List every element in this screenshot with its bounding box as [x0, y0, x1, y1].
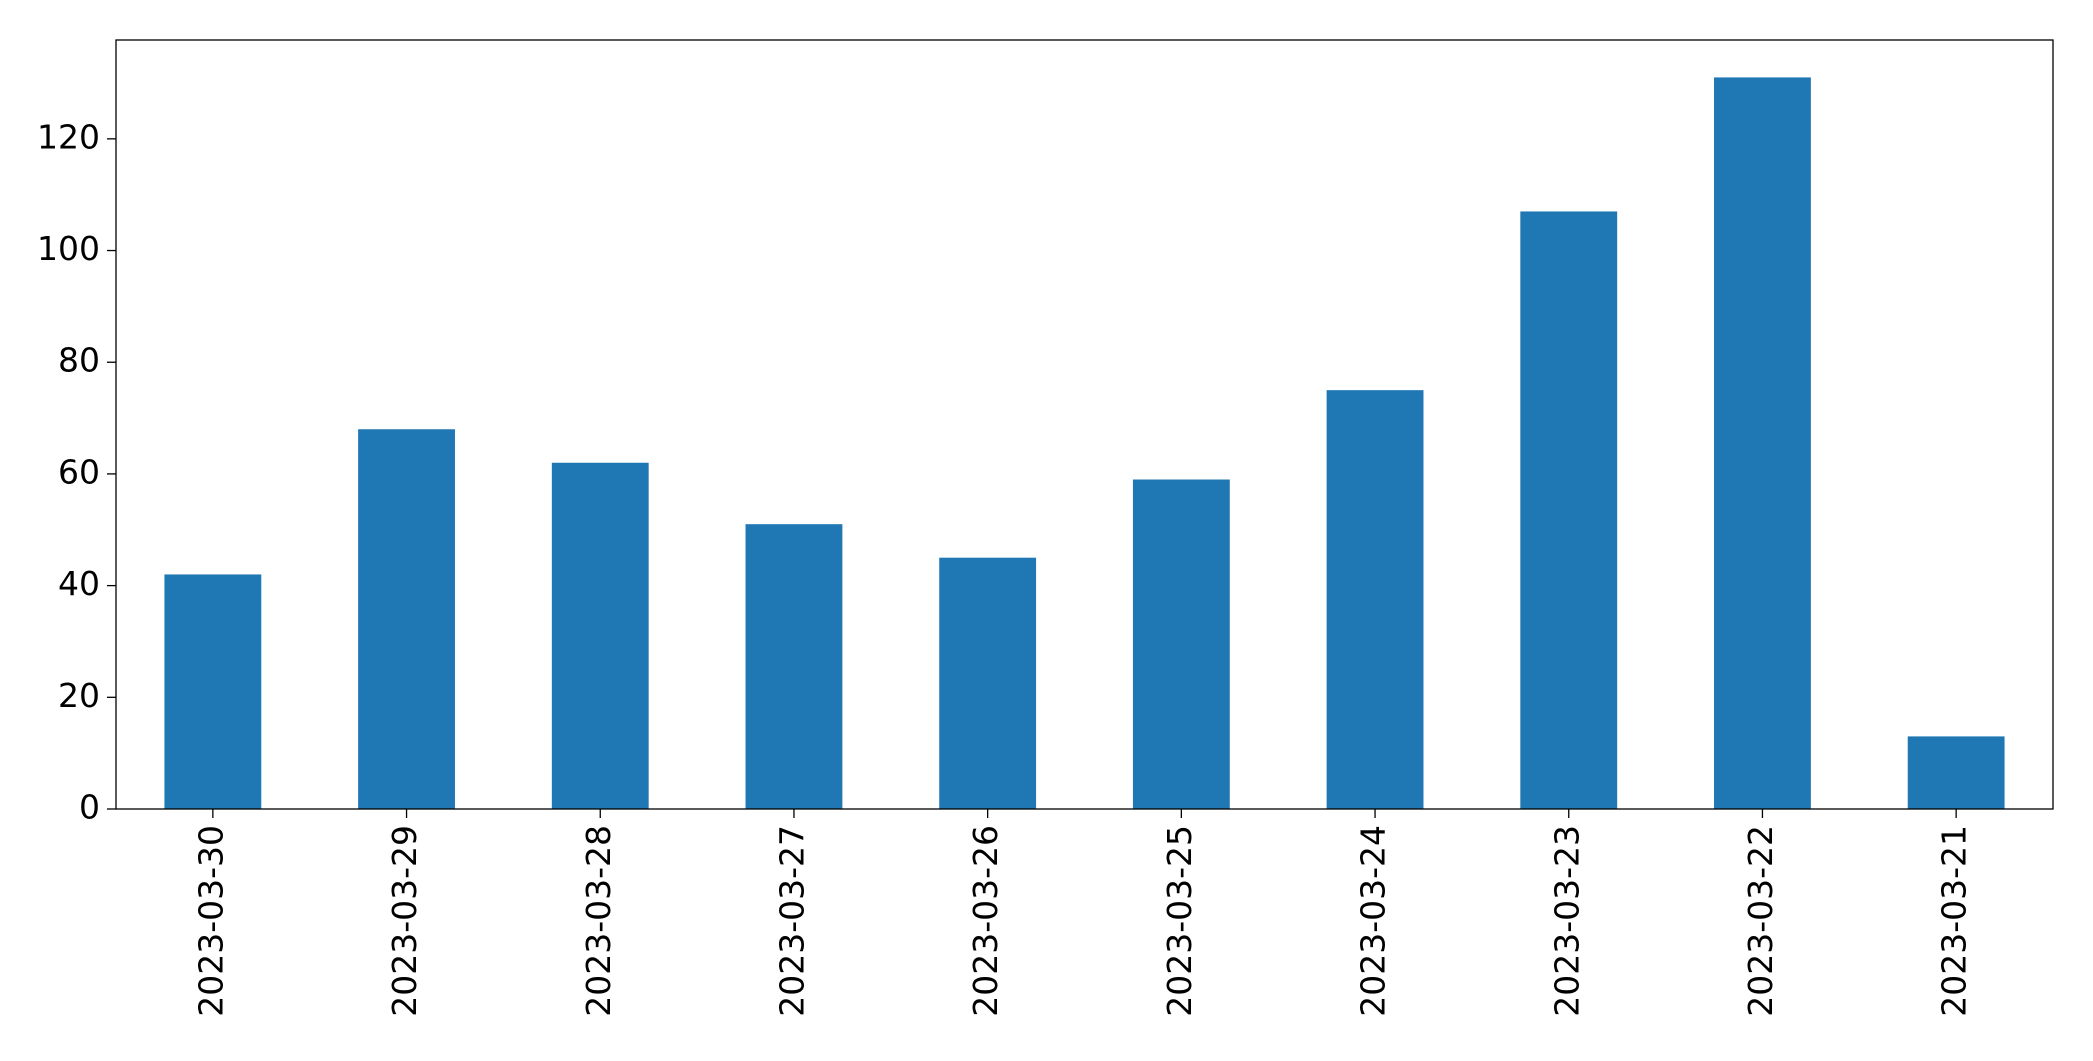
bar — [939, 557, 1037, 809]
bar — [1326, 390, 1424, 809]
y-tick-label: 60 — [58, 452, 100, 491]
bar — [745, 524, 843, 809]
bar — [1520, 211, 1618, 810]
x-tick-label: 2023-03-30 — [191, 825, 230, 1017]
x-tick-label: 2023-03-27 — [772, 825, 811, 1017]
x-tick-label: 2023-03-26 — [966, 825, 1005, 1017]
y-tick-label: 40 — [58, 564, 100, 603]
y-tick-label: 0 — [79, 788, 100, 827]
bar — [164, 574, 262, 809]
bar — [1132, 479, 1230, 809]
x-tick-label: 2023-03-24 — [1354, 825, 1393, 1017]
bar — [551, 462, 649, 809]
x-tick-label: 2023-03-21 — [1935, 825, 1974, 1017]
x-tick-label: 2023-03-22 — [1741, 825, 1780, 1017]
bar — [1907, 736, 2005, 809]
x-tick-label: 2023-03-25 — [1160, 825, 1199, 1017]
y-tick-label: 100 — [37, 229, 100, 268]
y-tick-label: 20 — [58, 676, 100, 715]
x-tick-label: 2023-03-28 — [579, 825, 618, 1017]
bar — [1714, 77, 1811, 809]
y-tick-label: 120 — [37, 117, 100, 156]
y-tick-label: 80 — [58, 341, 100, 380]
x-tick-label: 2023-03-23 — [1547, 825, 1586, 1017]
bar — [358, 429, 455, 809]
x-tick-label: 2023-03-29 — [385, 825, 424, 1017]
plot-frame — [115, 39, 2054, 810]
